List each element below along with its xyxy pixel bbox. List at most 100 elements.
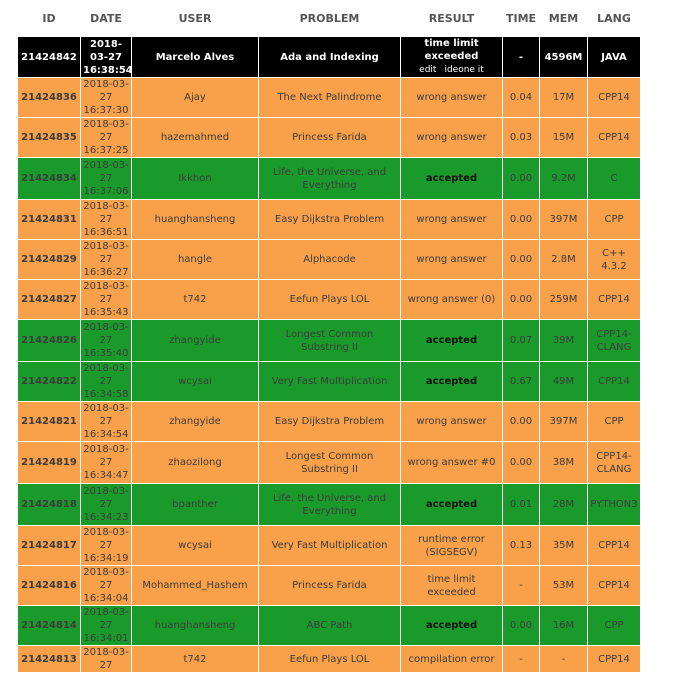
user-link[interactable]: zhangyide [131,401,259,442]
run-time: 0.07 [502,319,540,362]
submission-date: 2018-03-27 16:35:40 [80,319,132,362]
submission-id: 21424829 [17,239,81,280]
result-cell: accepted [400,319,503,362]
submission-id: 21424831 [17,199,81,240]
problem-link[interactable]: Easy Dijkstra Problem [258,401,401,442]
submission-date: 2018-03-27 16:38:54 [80,36,132,78]
language: CPP [587,401,641,442]
user-link[interactable]: huanghansheng [131,199,259,240]
language: JAVA [587,36,641,78]
submission-row: 21424818 2018-03-27 16:34:23 bpanther Life, … [17,483,641,526]
problem-link[interactable]: Eefun Plays LOL [258,279,401,320]
submission-id: 21424842 [17,36,81,78]
memory-usage: 39M [539,319,588,362]
submission-id: 21424822 [17,361,81,402]
run-time: 0.03 [502,117,540,158]
problem-link[interactable]: Longest Common Substring II [258,319,401,362]
user-link[interactable]: zhaozilong [131,441,259,484]
result-cell: time limit exceeded edit ideone it [400,36,503,78]
problem-link[interactable]: ABC Path [258,605,401,646]
submission-date: 2018-03-27 16:34:47 [80,441,132,484]
col-header-lang[interactable]: LANG [597,11,631,25]
submission-date: 2018-03-27 16:34:54 [80,401,132,442]
run-time: 0.00 [502,605,540,646]
run-time: 0.00 [502,441,540,484]
language: CPP14 [587,117,641,158]
result-cell: accepted [400,361,503,402]
col-header-id[interactable]: ID [42,11,56,25]
problem-link[interactable]: The Next Palindrome [258,77,401,118]
col-header-date[interactable]: DATE [90,11,122,25]
submission-row: 21424826 2018-03-27 16:35:40 zhangyide Longe… [17,319,641,362]
problem-link[interactable]: Princess Farida [258,117,401,158]
result-cell: wrong answer [400,77,503,118]
user-link[interactable]: t742 [131,279,259,320]
run-time: - [502,565,540,606]
run-time: 0.01 [502,483,540,526]
submission-row: 21424834 2018-03-27 16:37:06 Ikkhon Life, th… [17,157,641,200]
user-link[interactable]: Ikkhon [131,157,259,200]
problem-link[interactable]: Ada and Indexing [258,36,401,78]
problem-link[interactable]: Longest Common Substring II [258,441,401,484]
submission-id: 21424819 [17,441,81,484]
user-link[interactable]: Ajay [131,77,259,118]
submission-row: 21424822 2018-03-27 16:34:58 wcysai Very Fas… [17,361,641,402]
submission-row: 21424816 2018-03-27 16:34:04 Mohammed_Hashe… [17,565,641,606]
memory-usage: 53M [539,565,588,606]
submission-id: 21424813 [17,645,81,673]
col-header-mem[interactable]: MEM [548,11,579,25]
user-link[interactable]: hangle [131,239,259,280]
run-time: 0.00 [502,279,540,320]
result-cell: wrong answer [400,117,503,158]
submission-id: 21424834 [17,157,81,200]
col-header-time[interactable]: TIME [505,11,537,25]
problem-link[interactable]: Alphacode [258,239,401,280]
col-header-result[interactable]: RESULT [428,11,475,25]
run-time: - [502,645,540,673]
run-time: - [502,36,540,78]
submission-id: 21424835 [17,117,81,158]
result-cell: wrong answer [400,239,503,280]
result-cell: wrong answer (0) [400,279,503,320]
user-link[interactable]: Marcelo Alves [131,36,259,78]
problem-link[interactable]: Life, the Universe, and Everything [258,483,401,526]
language: CPP [587,199,641,240]
submission-date: 2018-03-27 16:34:58 [80,361,132,402]
user-link[interactable]: huanghansheng [131,605,259,646]
problem-link[interactable]: Eefun Plays LOL [258,645,401,673]
result-cell: time limit exceeded [400,565,503,606]
col-header-problem[interactable]: PROBLEM [299,11,360,25]
submission-id: 21424836 [17,77,81,118]
user-link[interactable]: t742 [131,645,259,673]
col-header-user[interactable]: USER [178,11,212,25]
submission-date: 2018-03-27 16:37:06 [80,157,132,200]
header-row: ID DATE USER PROBLEM RESULT TIME MEM LAN… [18,0,641,37]
user-link[interactable]: wcysai [131,361,259,402]
problem-link[interactable]: Easy Dijkstra Problem [258,199,401,240]
language: CPP14 [587,565,641,606]
memory-usage: 16M [539,605,588,646]
submission-row: 21424829 2018-03-27 16:36:27 hangle Alphacod… [17,239,641,280]
submission-id: 21424814 [17,605,81,646]
user-link[interactable]: bpanther [131,483,259,526]
user-link[interactable]: hazemahmed [131,117,259,158]
problem-link[interactable]: Life, the Universe, and Everything [258,157,401,200]
result-cell: wrong answer #0 [400,441,503,484]
result-cell: accepted [400,605,503,646]
submission-row: 21424814 2018-03-27 16:34:01 huanghansheng A… [17,605,641,646]
result-cell: compilation error [400,645,503,673]
language: C [587,157,641,200]
memory-usage: 397M [539,401,588,442]
edit-link[interactable]: edit [419,65,437,75]
run-time: 0.04 [502,77,540,118]
submission-id: 21424818 [17,483,81,526]
submission-row: 21424813 2018-03-27 t742 Eefun Plays LOL com… [17,645,641,673]
problem-link[interactable]: Very Fast Multiplication [258,361,401,402]
submission-row: 21424827 2018-03-27 16:35:43 t742 Eefun Play… [17,279,641,320]
problem-link[interactable]: Princess Farida [258,565,401,606]
user-link[interactable]: zhangyide [131,319,259,362]
submission-id: 21424827 [17,279,81,320]
ideone-link[interactable]: ideone it [444,65,484,75]
user-link[interactable]: Mohammed_Hashem [131,565,259,606]
language: PYTHON3 [587,483,641,526]
